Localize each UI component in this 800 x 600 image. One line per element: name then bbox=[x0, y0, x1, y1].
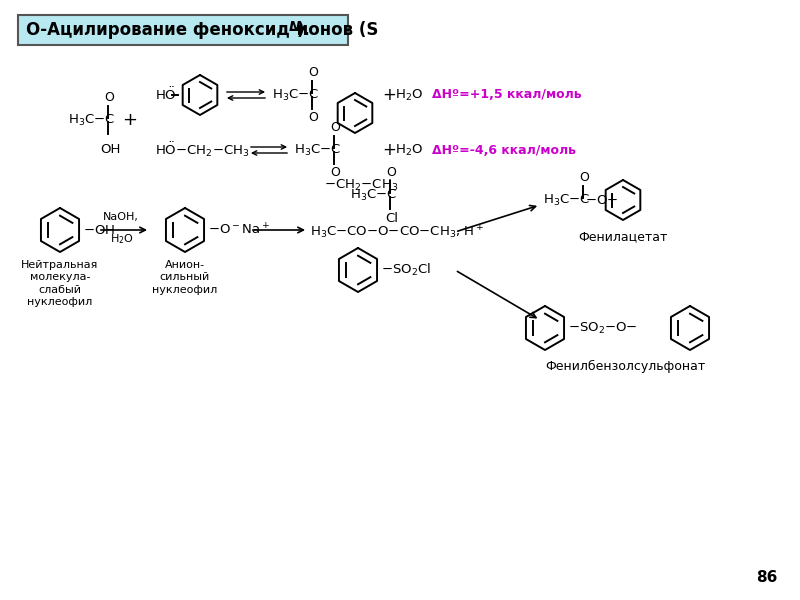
Text: O: O bbox=[330, 121, 340, 134]
Text: $-$O$-$: $-$O$-$ bbox=[585, 193, 618, 206]
Text: H$_3$C$-$CO$-$O$-$CO$-$CH$_3$, H$^+$: H$_3$C$-$CO$-$O$-$CO$-$CH$_3$, H$^+$ bbox=[310, 223, 485, 241]
Text: 86: 86 bbox=[756, 570, 778, 585]
Text: $-$OH: $-$OH bbox=[83, 223, 115, 236]
Text: $-$SO$_2$Cl: $-$SO$_2$Cl bbox=[381, 262, 431, 278]
Text: H$_3$C$-$C: H$_3$C$-$C bbox=[68, 112, 115, 128]
Text: ).: ). bbox=[297, 21, 311, 39]
Text: Cl: Cl bbox=[385, 212, 398, 225]
Text: NaOH,: NaOH, bbox=[103, 212, 139, 222]
Text: Анион-
сильный
нуклеофил: Анион- сильный нуклеофил bbox=[152, 260, 218, 295]
Text: H$\ddot{\rm O}$$-$CH$_2$$-$CH$_3$: H$\ddot{\rm O}$$-$CH$_2$$-$CH$_3$ bbox=[155, 140, 250, 160]
Text: Нейтральная
молекула-
слабый
нуклеофил: Нейтральная молекула- слабый нуклеофил bbox=[22, 260, 98, 307]
Text: Фенилацетат: Фенилацетат bbox=[578, 230, 668, 243]
Text: Фенилбензолсульфонат: Фенилбензолсульфонат bbox=[545, 360, 705, 373]
Text: H$_2$O: H$_2$O bbox=[395, 142, 423, 158]
Text: N: N bbox=[289, 20, 301, 34]
Text: +: + bbox=[122, 111, 137, 129]
Text: H$_3$C$-$C: H$_3$C$-$C bbox=[350, 187, 398, 203]
Text: O: O bbox=[386, 166, 396, 179]
Text: О-Ацилирование феноксид-ионов (S: О-Ацилирование феноксид-ионов (S bbox=[26, 21, 378, 39]
Text: $-$O$^-$Na$^+$: $-$O$^-$Na$^+$ bbox=[208, 223, 270, 238]
Text: H$_2$O: H$_2$O bbox=[110, 232, 134, 246]
Text: O: O bbox=[308, 111, 318, 124]
Text: H$\ddot{\rm O}$: H$\ddot{\rm O}$ bbox=[155, 86, 177, 103]
Text: $-$CH$_2$$-$CH$_3$: $-$CH$_2$$-$CH$_3$ bbox=[324, 178, 398, 193]
Text: +: + bbox=[382, 86, 396, 104]
Text: ΔHº=-4,6 ккал/моль: ΔHº=-4,6 ккал/моль bbox=[432, 143, 576, 157]
Text: H$_3$C$-$C: H$_3$C$-$C bbox=[294, 142, 342, 158]
Text: O: O bbox=[104, 91, 114, 104]
Bar bbox=[18, 15, 348, 45]
Text: OH: OH bbox=[100, 143, 120, 156]
Text: +: + bbox=[382, 141, 396, 159]
Text: O: O bbox=[330, 166, 340, 179]
Text: O: O bbox=[579, 171, 589, 184]
Text: H$_2$O: H$_2$O bbox=[395, 88, 423, 103]
Text: H$_3$C$-$C: H$_3$C$-$C bbox=[272, 88, 319, 103]
Text: ΔHº=+1,5 ккал/моль: ΔHº=+1,5 ккал/моль bbox=[432, 88, 582, 101]
Text: H$_3$C$-$C: H$_3$C$-$C bbox=[543, 193, 590, 208]
Text: O: O bbox=[308, 66, 318, 79]
Text: $-$SO$_2$$-$O$-$: $-$SO$_2$$-$O$-$ bbox=[568, 320, 638, 335]
